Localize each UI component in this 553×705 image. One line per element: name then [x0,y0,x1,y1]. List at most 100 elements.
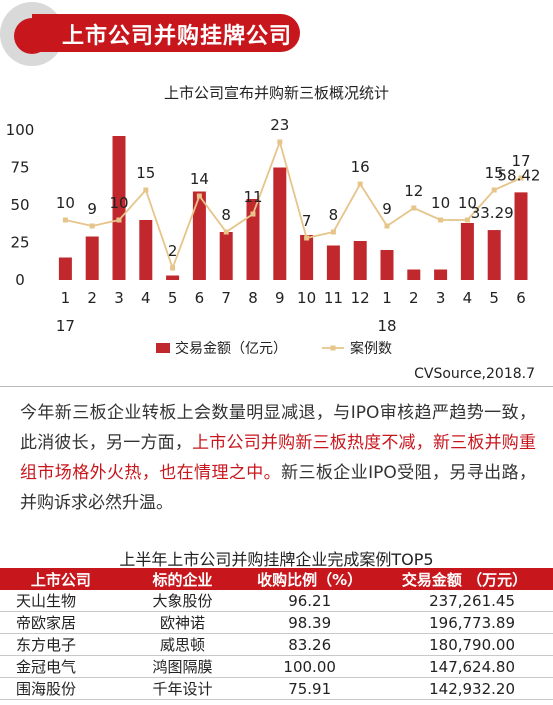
header-target-company: 标的企业 [121,568,244,590]
header-amount: 交易金额 （万元） [376,568,553,590]
line-data-label: 14 [190,170,209,188]
line-point [518,175,524,181]
x-tick-label: 5 [489,289,499,307]
cell-ratio: 98.39 [243,611,377,634]
line-data-label: 10 [458,194,477,212]
line-data-label: 8 [221,206,231,224]
bar [85,236,99,280]
table-row: 天山生物 大象股份 96.21 237,261.45 [0,590,553,612]
x-tick-label: 2 [87,289,97,307]
line-point [170,265,176,271]
line-point [357,181,363,187]
cell-listed-company: 金冠电气 [0,655,122,678]
y-tick-label: 0 [15,271,25,289]
line-data-label: 10 [109,194,128,212]
line-data-label: 9 [87,200,97,218]
cell-ratio: 96.21 [243,590,377,612]
line-point [491,187,497,193]
line-point [250,211,256,217]
bar [139,220,153,280]
bar [58,257,72,280]
bar [514,192,528,280]
line-data-label: 2 [168,242,178,260]
x-tick-label: 11 [324,289,343,307]
cell-ratio: 75.91 [243,677,377,700]
body-paragraph: 今年新三板企业转板上会数量明显减退，与IPO审核趋严趋势一致，此消彼长，另一方面… [20,398,536,518]
cell-amount: 142,932.20 [376,677,553,700]
header-bar [32,14,300,52]
line-data-label: 16 [351,158,370,176]
line-point [116,217,122,223]
top5-table: 上市公司 标的企业 收购比例（%） 交易金额 （万元） 天山生物 大象股份 96.2… [0,568,553,700]
x-tick-label: 1 [382,289,392,307]
legend-line-label: 案例数 [350,340,392,357]
line-point [438,217,444,223]
x-tick-label: 10 [297,289,316,307]
cell-target-company: 大象股份 [121,590,244,612]
year-label: 17 [56,317,75,335]
line-data-label: 10 [431,194,450,212]
line-data-label: 10 [56,194,75,212]
table-title: 上半年上市公司并购挂牌企业完成案例TOP5 [119,550,434,569]
cell-target-company: 欧神诺 [121,611,244,634]
table-row: 围海股份 千年设计 75.91 142,932.20 [0,677,553,700]
table-row: 帝欧家居 欧神诺 98.39 196,773.89 [0,611,553,634]
x-tick-label: 2 [409,289,419,307]
x-tick-label: 3 [114,289,124,307]
bar [326,245,340,280]
line-point [464,217,470,223]
paragraph-text-1: 今年新三板企业转板上会数量明显减退，与IPO审核趋严趋势一致，此消彼长，另一方面… [20,403,536,453]
table-header-row: 上市公司 标的企业 收购比例（%） 交易金额 （万元） [0,568,553,590]
chart-title: 上市公司宣布并购新三板概况统计 [163,84,389,102]
line-data-label: 12 [404,182,423,200]
bar [353,241,367,280]
bar-data-label: 58.42 [498,166,541,184]
y-tick-label: 100 [6,121,35,139]
cell-ratio: 83.26 [243,633,377,656]
x-tick-label: 4 [141,289,151,307]
x-tick-label: 3 [436,289,446,307]
legend-bar-swatch [156,343,170,353]
paragraph-text-2: 新三板企业IPO受阻，另寻出路，并购诉求必然升温。 [20,463,536,513]
year-label: 18 [377,317,396,335]
bar [380,250,394,280]
x-tick-label: 7 [221,289,231,307]
x-tick-label: 6 [195,289,205,307]
bar [219,232,233,280]
bar [434,269,448,280]
bar [273,167,287,280]
x-tick-label: 9 [275,289,285,307]
bar [192,191,206,280]
table-row: 东方电子 威思顿 83.26 180,790.00 [0,633,553,656]
bar-data-label: 33.29 [471,204,514,222]
page-title: 上市公司并购挂牌公司 [62,24,293,49]
cell-target-company: 威思顿 [121,633,244,656]
line-data-label: 7 [302,212,312,230]
line-point [223,229,229,235]
bar [166,275,180,280]
bar [300,235,314,280]
cell-target-company: 鸿图隔膜 [121,655,244,678]
line-point [89,223,95,229]
bar [407,269,421,280]
line-data-label: 15 [136,164,155,182]
cell-listed-company: 东方电子 [0,633,122,656]
line-point [304,235,310,241]
line-point [277,139,283,145]
paragraph-highlight: 上市公司并购新三板热度不减，新三板并购重组市场格外火热，也在情理之中。 [20,433,537,483]
line-point [411,205,417,211]
line-point [143,187,149,193]
table-row: 金冠电气 鸿图隔膜 100.00 147,624.80 [0,655,553,678]
x-tick-label: 6 [516,289,526,307]
chart-source: CVSource,2018.7 [414,366,535,382]
cell-amount: 180,790.00 [376,633,553,656]
cell-listed-company: 围海股份 [0,677,122,700]
line-data-label: 9 [382,200,392,218]
line-point [62,217,68,223]
bar [112,136,126,280]
line-point [384,223,390,229]
cell-amount: 196,773.89 [376,611,553,634]
cell-listed-company: 帝欧家居 [0,611,122,634]
y-tick-label: 50 [10,196,29,214]
